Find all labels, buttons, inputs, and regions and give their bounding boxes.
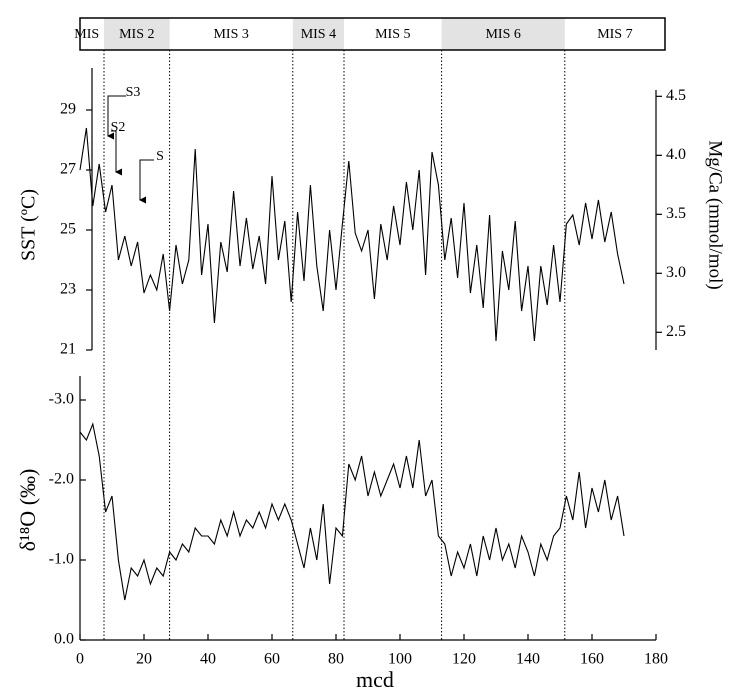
x-tick-label: 120 [452, 651, 476, 668]
annotation-arrow [139, 159, 154, 204]
x-tick-label: 60 [264, 651, 280, 668]
stage-shade [292, 18, 344, 50]
y2-tick-label: 3.0 [666, 264, 686, 281]
y-tick-label: -3.0 [49, 391, 74, 408]
annotation: S [156, 149, 164, 164]
stage-label: MIS 2 [119, 27, 154, 42]
annotation: S3 [126, 85, 141, 100]
y2-tick-label: 3.5 [666, 205, 686, 222]
x-tick-label: 20 [136, 651, 152, 668]
data-line [79, 127, 625, 342]
x-tick-label: 0 [76, 651, 84, 668]
stage-label: MIS 5 [375, 27, 410, 42]
y2-tick-label: 4.5 [666, 87, 686, 104]
y-axis-label: δ¹⁸O (‰) [15, 469, 40, 552]
x-tick-label: 80 [328, 651, 344, 668]
stage-label: MIS 3 [213, 27, 248, 42]
y-tick-label: 0.0 [54, 631, 74, 648]
stage-label: MIS 7 [597, 27, 632, 42]
x-tick-label: 100 [388, 651, 412, 668]
x-tick-label: 40 [200, 651, 216, 668]
annotation-arrow [107, 95, 126, 140]
y-tick-label: -1.0 [49, 551, 74, 568]
stage-shade [441, 18, 565, 50]
y-tick-label: 29 [60, 101, 76, 118]
y-tick-label: 25 [60, 221, 76, 238]
stage-label: MIS 4 [301, 27, 336, 42]
y2-tick-label: 4.0 [666, 146, 686, 163]
y-axis-label: SST (ºC) [18, 189, 40, 261]
x-tick-label: 180 [644, 651, 668, 668]
stage-label: MIS 1 [74, 27, 109, 42]
x-tick-label: 140 [516, 651, 540, 668]
x-axis-label: mcd [356, 667, 394, 692]
y-tick-label: 21 [60, 341, 76, 358]
y-tick-label: -2.0 [49, 471, 74, 488]
x-tick-label: 160 [580, 651, 604, 668]
data-line [79, 422, 625, 601]
annotation: S2 [111, 120, 126, 135]
y2-tick-label: 2.5 [666, 323, 686, 340]
y-tick-label: 27 [60, 161, 76, 178]
y2-axis-label: Mg/Ca (mmol/mol) [705, 140, 726, 289]
stage-shade [104, 18, 170, 50]
stage-box [79, 17, 666, 51]
stage-label: MIS 6 [485, 27, 520, 42]
y-tick-label: 23 [60, 281, 76, 298]
annotation-arrow [111, 130, 122, 176]
